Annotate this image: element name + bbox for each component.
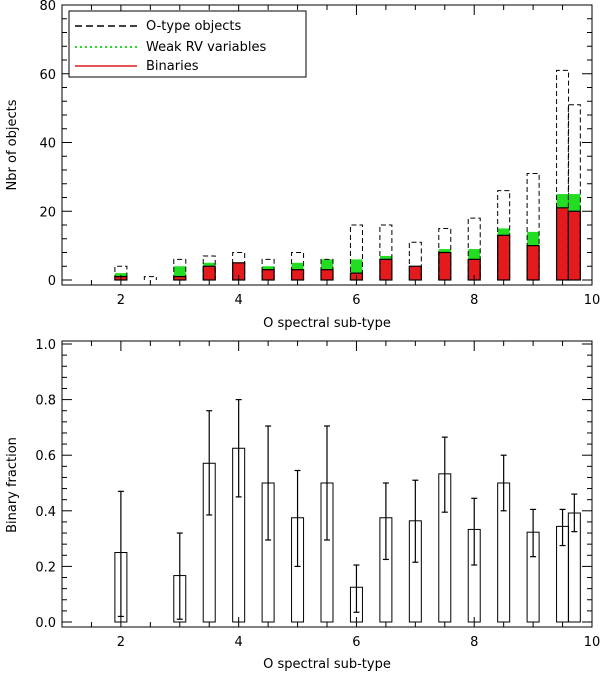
bottom-x-tick-label: 2 (117, 635, 125, 650)
bottom-y-tick-label: 0.6 (35, 449, 56, 464)
top-x-tick-label: 6 (352, 293, 360, 308)
binaries-bar (173, 275, 187, 281)
top-y-tick-label: 80 (39, 0, 56, 14)
top-x-tick-label: 4 (235, 293, 243, 308)
top-x-tick-label: 10 (584, 293, 600, 308)
o-type-bar (438, 227, 452, 280)
legend-binaries-label: Binaries (146, 59, 199, 74)
top-x-tick-label: 8 (470, 293, 478, 308)
top-y-tick-label: 40 (39, 137, 56, 152)
o-type-bar (143, 276, 157, 280)
binaries-bar (379, 258, 393, 281)
o-type-bar (467, 217, 481, 280)
bottom-bars (114, 399, 581, 623)
o-type-bar (173, 258, 187, 280)
legend: O-type objects Weak RV variables Binarie… (68, 10, 307, 78)
bottom-y-tick-label: 0.0 (35, 616, 56, 631)
bottom-y-tick-label: 0.4 (35, 505, 56, 520)
bottom-x-tick-label: 4 (235, 635, 243, 650)
bottom-x-axis-label: O spectral sub-type (263, 657, 391, 672)
top-bars (114, 69, 581, 281)
o-type-bar (261, 258, 275, 280)
bottom-y-tick-label: 0.8 (35, 394, 56, 409)
bottom-x-tick-label: 10 (584, 635, 600, 650)
binaries-bar (202, 265, 216, 281)
legend-weak-rv-label: Weak RV variables (146, 40, 267, 55)
top-y-axis-label: Nbr of objects (5, 99, 20, 190)
binaries-bar (555, 207, 570, 281)
o-type-bar (232, 252, 246, 280)
top-y-tick-label: 60 (39, 68, 56, 83)
bottom-y-tick-label: 0.2 (35, 560, 56, 575)
top-y-tick-label: 20 (39, 205, 56, 220)
binaries-bar (290, 269, 305, 281)
bottom-panel: 2 4 6 8 10 0.0 0.2 0.4 0.6 0.8 1.0 O spectral sub-… (5, 338, 600, 672)
o-type-bar (556, 69, 570, 280)
binaries-bar (320, 269, 334, 281)
o-type-bar (408, 241, 422, 280)
top-x-tick-label: 2 (117, 293, 125, 308)
top-panel: 2 4 6 8 10 0 20 40 60 80 O spectral sub-type Nbr … (5, 0, 600, 331)
o-type-bar (291, 252, 305, 280)
binaries-bar (261, 269, 275, 281)
o-type-bar (320, 258, 334, 280)
bottom-y-axis-label: Binary fraction (5, 437, 20, 533)
binaries-bar (567, 210, 581, 281)
binaries-bar (526, 245, 540, 281)
bottom-x-tick-label: 6 (352, 635, 360, 650)
o-type-bar (349, 224, 363, 280)
o-type-bar (379, 224, 393, 280)
bottom-y-tick-label: 1.0 (35, 338, 56, 353)
binaries-bar (497, 234, 511, 281)
o-type-bar (567, 104, 581, 280)
binaries-bar (408, 265, 422, 281)
o-type-bar (114, 265, 128, 280)
o-type-bar (202, 255, 216, 280)
legend-o-type-label: O-type objects (146, 19, 242, 34)
top-axes: 2 4 6 8 10 0 20 40 60 80 (39, 0, 600, 308)
bottom-axes: 2 4 6 8 10 0.0 0.2 0.4 0.6 0.8 1.0 (35, 338, 600, 650)
top-y-tick-label: 0 (48, 274, 56, 289)
binaries-bar (438, 251, 452, 281)
o-type-bar (526, 172, 540, 280)
o-type-bar (497, 190, 511, 280)
bottom-x-tick-label: 8 (470, 635, 478, 650)
top-x-axis-label: O spectral sub-type (263, 316, 391, 331)
